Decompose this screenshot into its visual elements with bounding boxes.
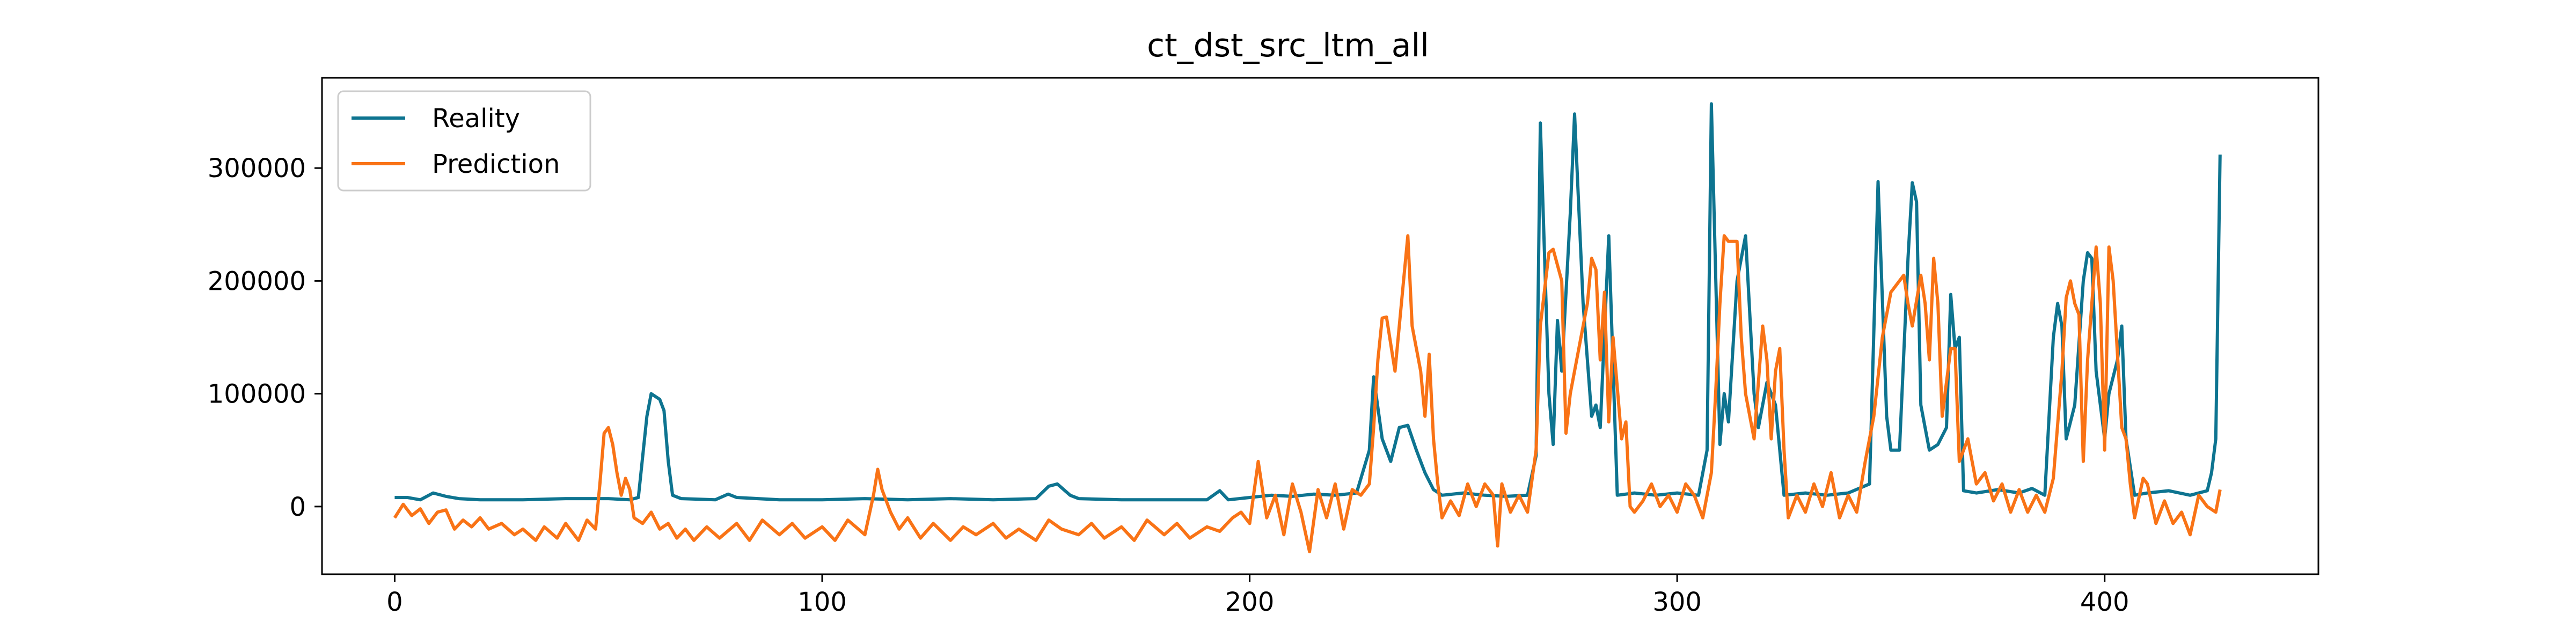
y-tick-label: 100000 [208,379,306,409]
plot-lines [393,102,2222,553]
x-tick-label: 400 [2080,587,2129,617]
legend-label-prediction: Prediction [432,149,560,179]
x-tick-label: 300 [1652,587,1702,617]
x-tick-label: 0 [386,587,403,617]
x-tick-label: 200 [1225,587,1275,617]
y-axis: 0 100000 200000 300000 [208,153,322,522]
y-tick-label: 200000 [208,266,306,296]
x-axis: 0 100 200 300 400 [386,574,2129,617]
series-line-reality [394,102,2222,502]
plot-frame [321,77,2319,575]
y-tick-label: 0 [289,492,306,522]
legend-box [337,90,591,192]
x-tick-label: 100 [797,587,847,617]
series-line-prediction [393,234,2222,553]
chart-title: ct_dst_src_ltm_all [1147,27,1429,64]
legend-label-reality: Reality [432,104,520,134]
y-tick-label: 300000 [208,153,306,184]
legend: Reality Prediction [337,90,591,192]
